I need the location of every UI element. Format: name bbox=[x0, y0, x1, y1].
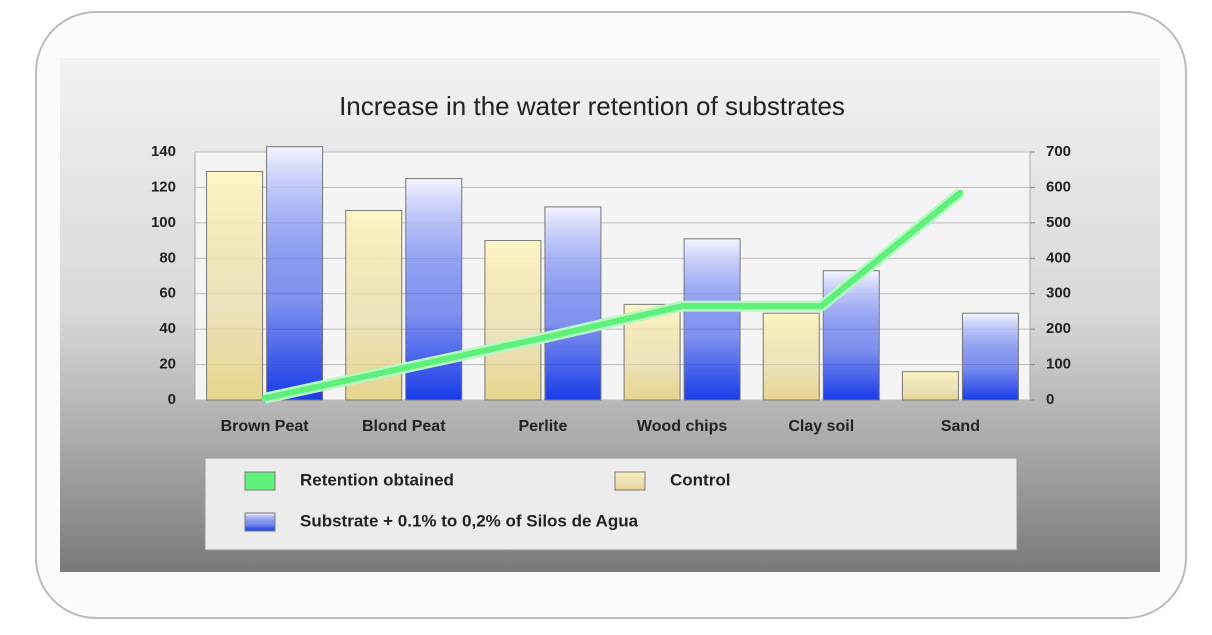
y-tick-label: 60 bbox=[159, 285, 176, 302]
bar bbox=[484, 240, 542, 401]
legend-label: Control bbox=[670, 470, 730, 489]
legend bbox=[204, 457, 1018, 551]
y2-tick-label: 600 bbox=[1046, 178, 1071, 195]
y-tick-label: 140 bbox=[151, 143, 176, 160]
bar bbox=[762, 312, 820, 401]
bar bbox=[961, 312, 1019, 401]
bar bbox=[822, 270, 880, 401]
legend-label: Substrate + 0.1% to 0,2% of Silos de Agu… bbox=[300, 511, 639, 530]
y2-tick-label: 100 bbox=[1046, 356, 1071, 373]
x-tick-label: Blond Peat bbox=[362, 418, 446, 435]
x-tick-label: Brown Peat bbox=[221, 418, 310, 435]
chart-title: Increase in the water retention of subst… bbox=[339, 91, 845, 121]
x-tick-label: Wood chips bbox=[637, 418, 727, 435]
bar bbox=[544, 206, 602, 401]
legend-swatch bbox=[244, 471, 276, 491]
bar bbox=[623, 303, 681, 401]
retention-line bbox=[261, 189, 964, 402]
y2-tick-label: 500 bbox=[1046, 214, 1071, 231]
y-tick-label: 40 bbox=[159, 320, 176, 337]
y-tick-label: 100 bbox=[151, 214, 176, 231]
y2-tick-label: 200 bbox=[1046, 320, 1071, 337]
bar bbox=[683, 238, 741, 401]
legend-label: Retention obtained bbox=[300, 470, 454, 489]
y2-tick-label: 300 bbox=[1046, 285, 1071, 302]
y-tick-label: 80 bbox=[159, 249, 176, 266]
bar bbox=[901, 371, 959, 401]
y2-tick-label: 700 bbox=[1046, 143, 1071, 160]
x-tick-label: Perlite bbox=[518, 418, 567, 435]
x-tick-label: Clay soil bbox=[788, 418, 854, 435]
legend-swatch bbox=[244, 512, 276, 532]
x-tick-label: Sand bbox=[941, 418, 980, 435]
y-tick-label: 120 bbox=[151, 178, 176, 195]
plot-area bbox=[194, 151, 1031, 401]
y2-tick-label: 0 bbox=[1046, 391, 1054, 408]
y-tick-label: 0 bbox=[168, 391, 176, 408]
legend-swatch bbox=[614, 471, 646, 491]
bar bbox=[266, 146, 324, 401]
bar bbox=[206, 170, 264, 401]
y-tick-label: 20 bbox=[159, 356, 176, 373]
y2-tick-label: 400 bbox=[1046, 249, 1071, 266]
